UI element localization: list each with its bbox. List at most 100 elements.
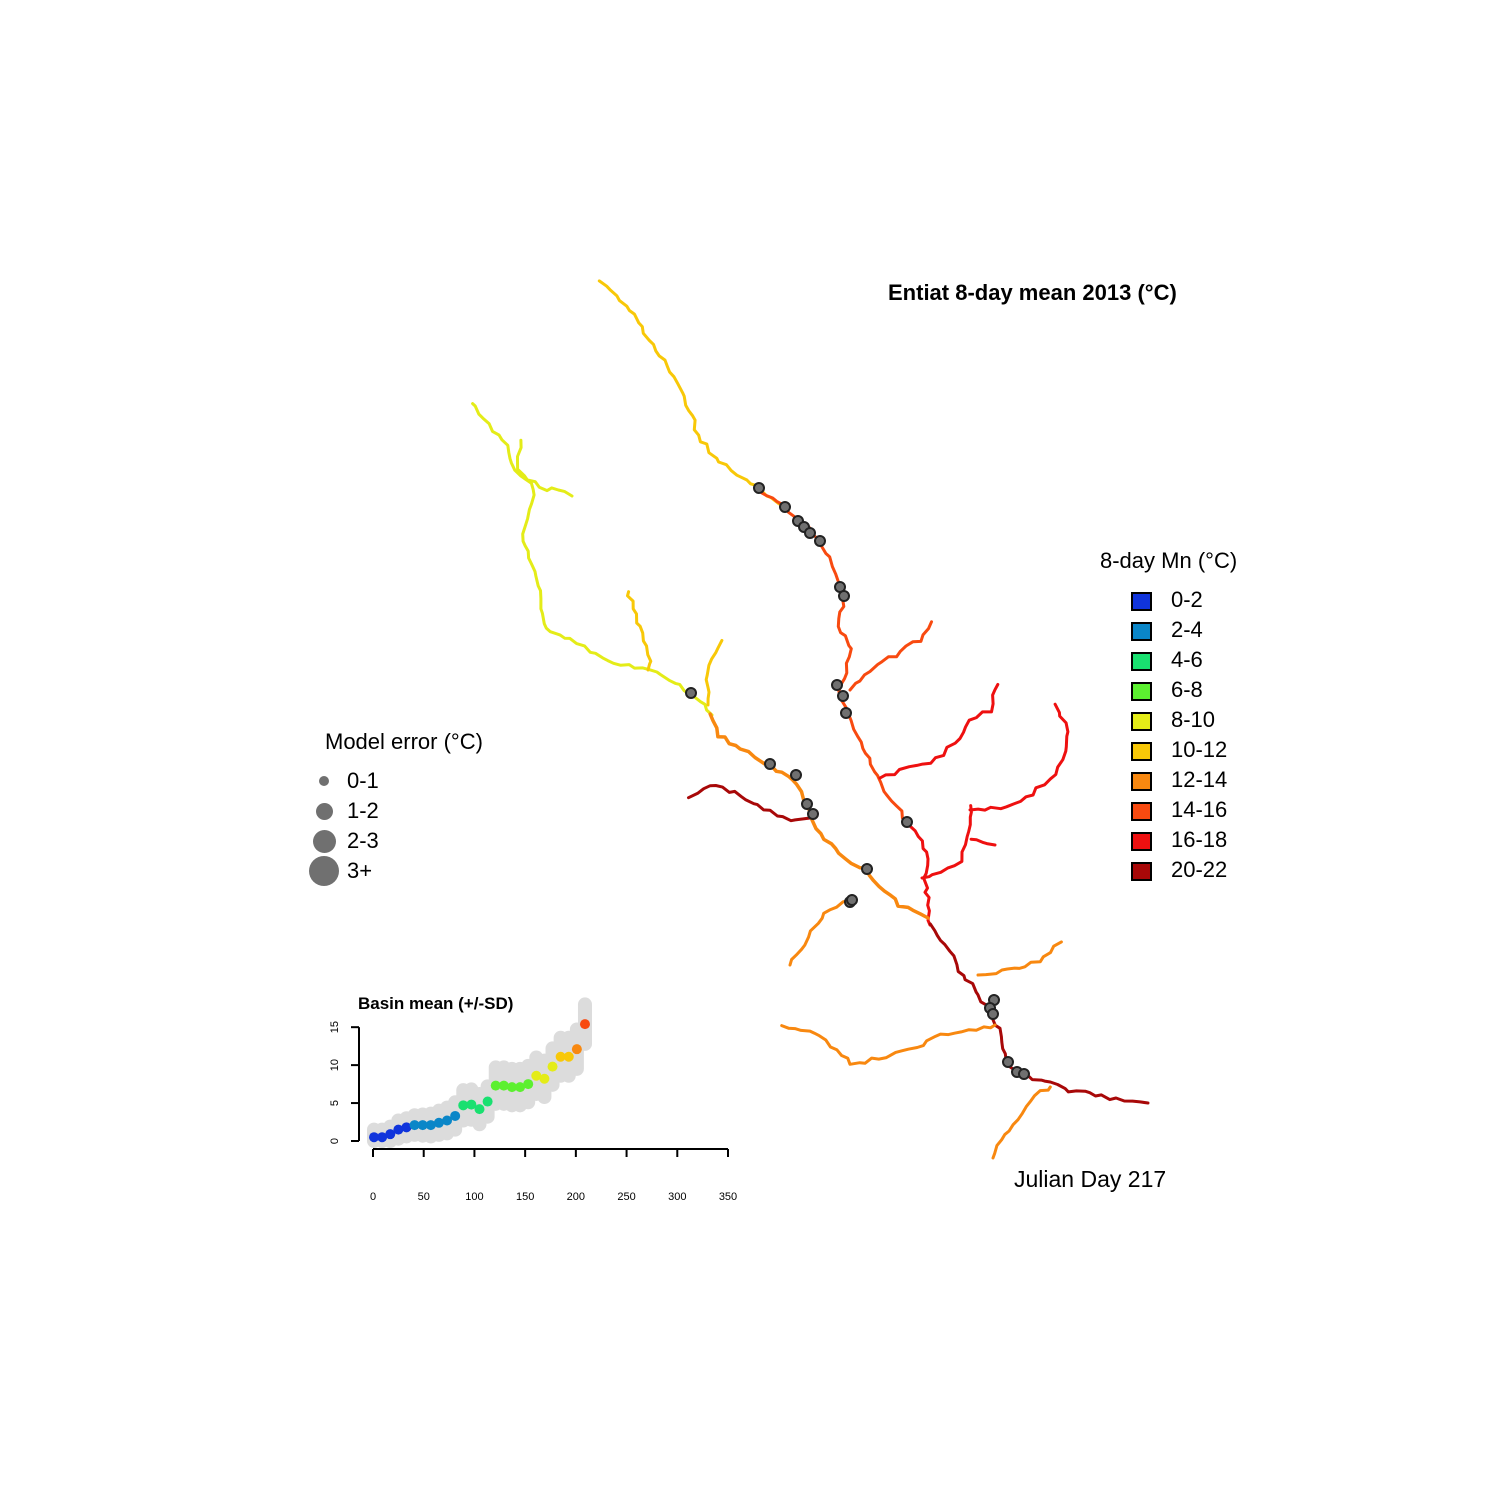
error-legend-label: 1-2: [347, 798, 379, 823]
river-mainstem-upper: [597, 279, 787, 509]
river-sw-trib: [788, 898, 851, 967]
river-east-trib-3: [968, 702, 1070, 812]
model-error-legend-title: Model error (°C): [325, 729, 483, 754]
x-tick-label: 250: [617, 1191, 635, 1203]
x-tick-label: 300: [668, 1191, 686, 1203]
legend-label: 10-12: [1171, 737, 1228, 762]
temperature-legend-title: 8-day Mn (°C): [1100, 548, 1238, 573]
basin-mean-point: [482, 1096, 493, 1107]
error-size-dot: [309, 856, 339, 886]
legend-swatch: [1131, 622, 1152, 641]
river-south-trib: [991, 1085, 1052, 1160]
error-size-dot: [312, 829, 336, 853]
basin-mean-point: [466, 1099, 477, 1110]
basin-mean-point: [425, 1120, 436, 1131]
gauge-site: [1002, 1056, 1014, 1068]
legend-label: 14-16: [1171, 797, 1228, 822]
river-east-lower: [976, 940, 1063, 977]
gauge-site: [804, 527, 816, 539]
basin-mean-point: [539, 1073, 550, 1084]
gauge-site: [814, 535, 826, 547]
gauge-site: [861, 863, 873, 875]
map-title: Entiat 8-day mean 2013 (°C): [888, 280, 1177, 305]
gauge-site: [987, 1008, 999, 1020]
basin-mean-point: [579, 1019, 590, 1030]
basin-mean-point: [417, 1120, 428, 1131]
x-tick-label: 100: [465, 1191, 483, 1203]
legend-label: 8-10: [1171, 707, 1216, 732]
julian-day-label: Julian Day 217: [1014, 1166, 1167, 1192]
legend-swatch: [1131, 772, 1152, 791]
basin-mean-point: [401, 1122, 412, 1133]
error-size-dot: [315, 802, 333, 820]
legend-swatch: [1131, 592, 1152, 611]
y-tick-label: 10: [329, 1059, 341, 1071]
river-mainstem-c: [928, 922, 1150, 1105]
x-tick-label: 200: [567, 1191, 585, 1203]
gauge-site: [838, 590, 850, 602]
y-tick-label: 5: [329, 1100, 341, 1106]
legend-label: 16-18: [1171, 827, 1228, 852]
basin-mean-point: [506, 1082, 517, 1093]
basin-mean-point: [409, 1120, 420, 1131]
error-size-dot: [319, 776, 329, 786]
basin-mean-point: [385, 1129, 396, 1140]
river-sw-lower: [780, 1023, 997, 1066]
x-tick-label: 350: [719, 1191, 737, 1203]
basin-mean-point: [442, 1115, 453, 1126]
gauge-site: [831, 679, 843, 691]
gauge-site: [846, 894, 858, 906]
basin-mean-point: [555, 1051, 566, 1062]
basin-mean-point: [377, 1132, 388, 1143]
basin-mean-chart: 0 50 100 150 200 250 300 350 0 5 10 15: [329, 997, 737, 1203]
legend-swatch: [1131, 652, 1152, 671]
river-northfork-lower: [708, 712, 930, 920]
legend-label: 2-4: [1171, 617, 1203, 642]
basin-mean-point: [531, 1070, 542, 1081]
gauge-site: [764, 758, 776, 770]
basin-mean-point: [547, 1061, 558, 1072]
basin-mean-point: [498, 1080, 509, 1091]
basin-mean-point: [433, 1117, 444, 1128]
river-east-trib-3c: [969, 837, 997, 847]
x-tick-label: 0: [370, 1191, 376, 1203]
basin-mean-point: [393, 1124, 404, 1135]
river-northfork-upper: [471, 402, 714, 717]
river-northfork-side2: [704, 638, 724, 707]
basin-mean-point: [474, 1104, 485, 1115]
basin-mean-point: [458, 1100, 469, 1111]
gauge-site: [840, 707, 852, 719]
basin-mean-point: [571, 1044, 582, 1055]
river-west-trib: [687, 784, 812, 823]
river-mainstem-b: [904, 820, 932, 927]
river-east-trib-2: [878, 683, 1000, 780]
river-east-trib-1: [848, 620, 933, 692]
gauge-site: [1018, 1068, 1030, 1080]
legend-swatch: [1131, 832, 1152, 851]
y-tick-label: 15: [329, 1021, 341, 1033]
legend-label: 0-2: [1171, 587, 1203, 612]
legend-swatch: [1131, 862, 1152, 881]
y-tick-label: 0: [329, 1138, 341, 1144]
legend-swatch: [1131, 712, 1152, 731]
gauge-site: [901, 816, 913, 828]
x-tick-label: 50: [418, 1191, 430, 1203]
gauge-site: [779, 501, 791, 513]
basin-mean-point: [563, 1051, 574, 1062]
inset-chart-title: Basin mean (+/-SD): [358, 994, 514, 1013]
legend-label: 12-14: [1171, 767, 1228, 792]
legend-label: 20-22: [1171, 857, 1228, 882]
error-legend-label: 3+: [347, 858, 373, 883]
legend-swatch: [1131, 682, 1152, 701]
legend-swatch: [1131, 802, 1152, 821]
gauge-site: [753, 482, 765, 494]
error-legend-label: 2-3: [347, 828, 379, 853]
error-legend-label: 0-1: [347, 768, 379, 793]
gauge-site: [801, 798, 813, 810]
x-tick-label: 150: [516, 1191, 534, 1203]
gauge-site: [807, 808, 819, 820]
legend-label: 4-6: [1171, 647, 1203, 672]
river-east-trib-3b: [920, 804, 973, 880]
legend-swatch: [1131, 742, 1152, 761]
